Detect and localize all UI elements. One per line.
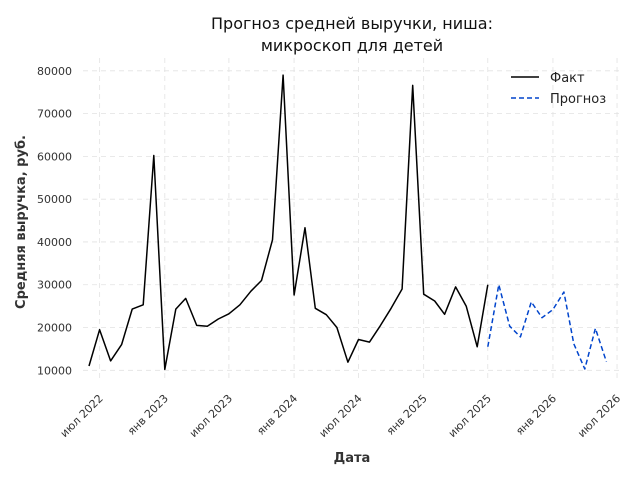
y-tick-label: 70000: [37, 108, 72, 121]
legend: Факт Прогноз: [511, 71, 606, 107]
legend-label-fact: Факт: [550, 71, 585, 86]
x-axis-label: Дата: [334, 451, 371, 466]
x-tick-labels: июл 2022 янв 2023 июл 2023 янв 2024 июл 2024…: [58, 392, 623, 440]
y-tick-label: 60000: [37, 150, 72, 163]
x-tick-label: июл 2025: [446, 392, 494, 440]
y-tick-label: 30000: [37, 279, 72, 292]
grid-layer: [83, 58, 622, 381]
series-line-forecast: [487, 283, 608, 370]
series-line-fact: [88, 74, 489, 371]
x-tick-label: янв 2025: [384, 392, 430, 438]
y-tick-label: 40000: [37, 236, 72, 249]
y-tick-label: 80000: [37, 65, 72, 78]
y-tick-labels: 10000 20000 30000 40000 50000 60000 70000 80000: [37, 65, 72, 377]
legend-label-forecast: Прогноз: [550, 92, 606, 107]
x-tick-label: июл 2026: [575, 392, 623, 440]
x-tick-label: июл 2022: [58, 392, 106, 440]
chart-title-line1: Прогноз средней выручки, ниша:: [211, 14, 493, 33]
x-tick-label: июл 2023: [187, 392, 235, 440]
y-tick-label: 20000: [37, 322, 72, 335]
x-tick-label: янв 2023: [125, 392, 171, 438]
x-tick-label: июл 2024: [317, 392, 365, 440]
x-tick-label: янв 2026: [513, 392, 559, 438]
x-tick-label: янв 2024: [254, 392, 300, 438]
chart-title-line2: микроскоп для детей: [261, 36, 443, 55]
y-tick-label: 50000: [37, 193, 72, 206]
series-layer: [88, 74, 608, 371]
y-tick-label: 10000: [37, 364, 72, 377]
y-axis-label: Средняя выручка, руб.: [14, 135, 29, 309]
